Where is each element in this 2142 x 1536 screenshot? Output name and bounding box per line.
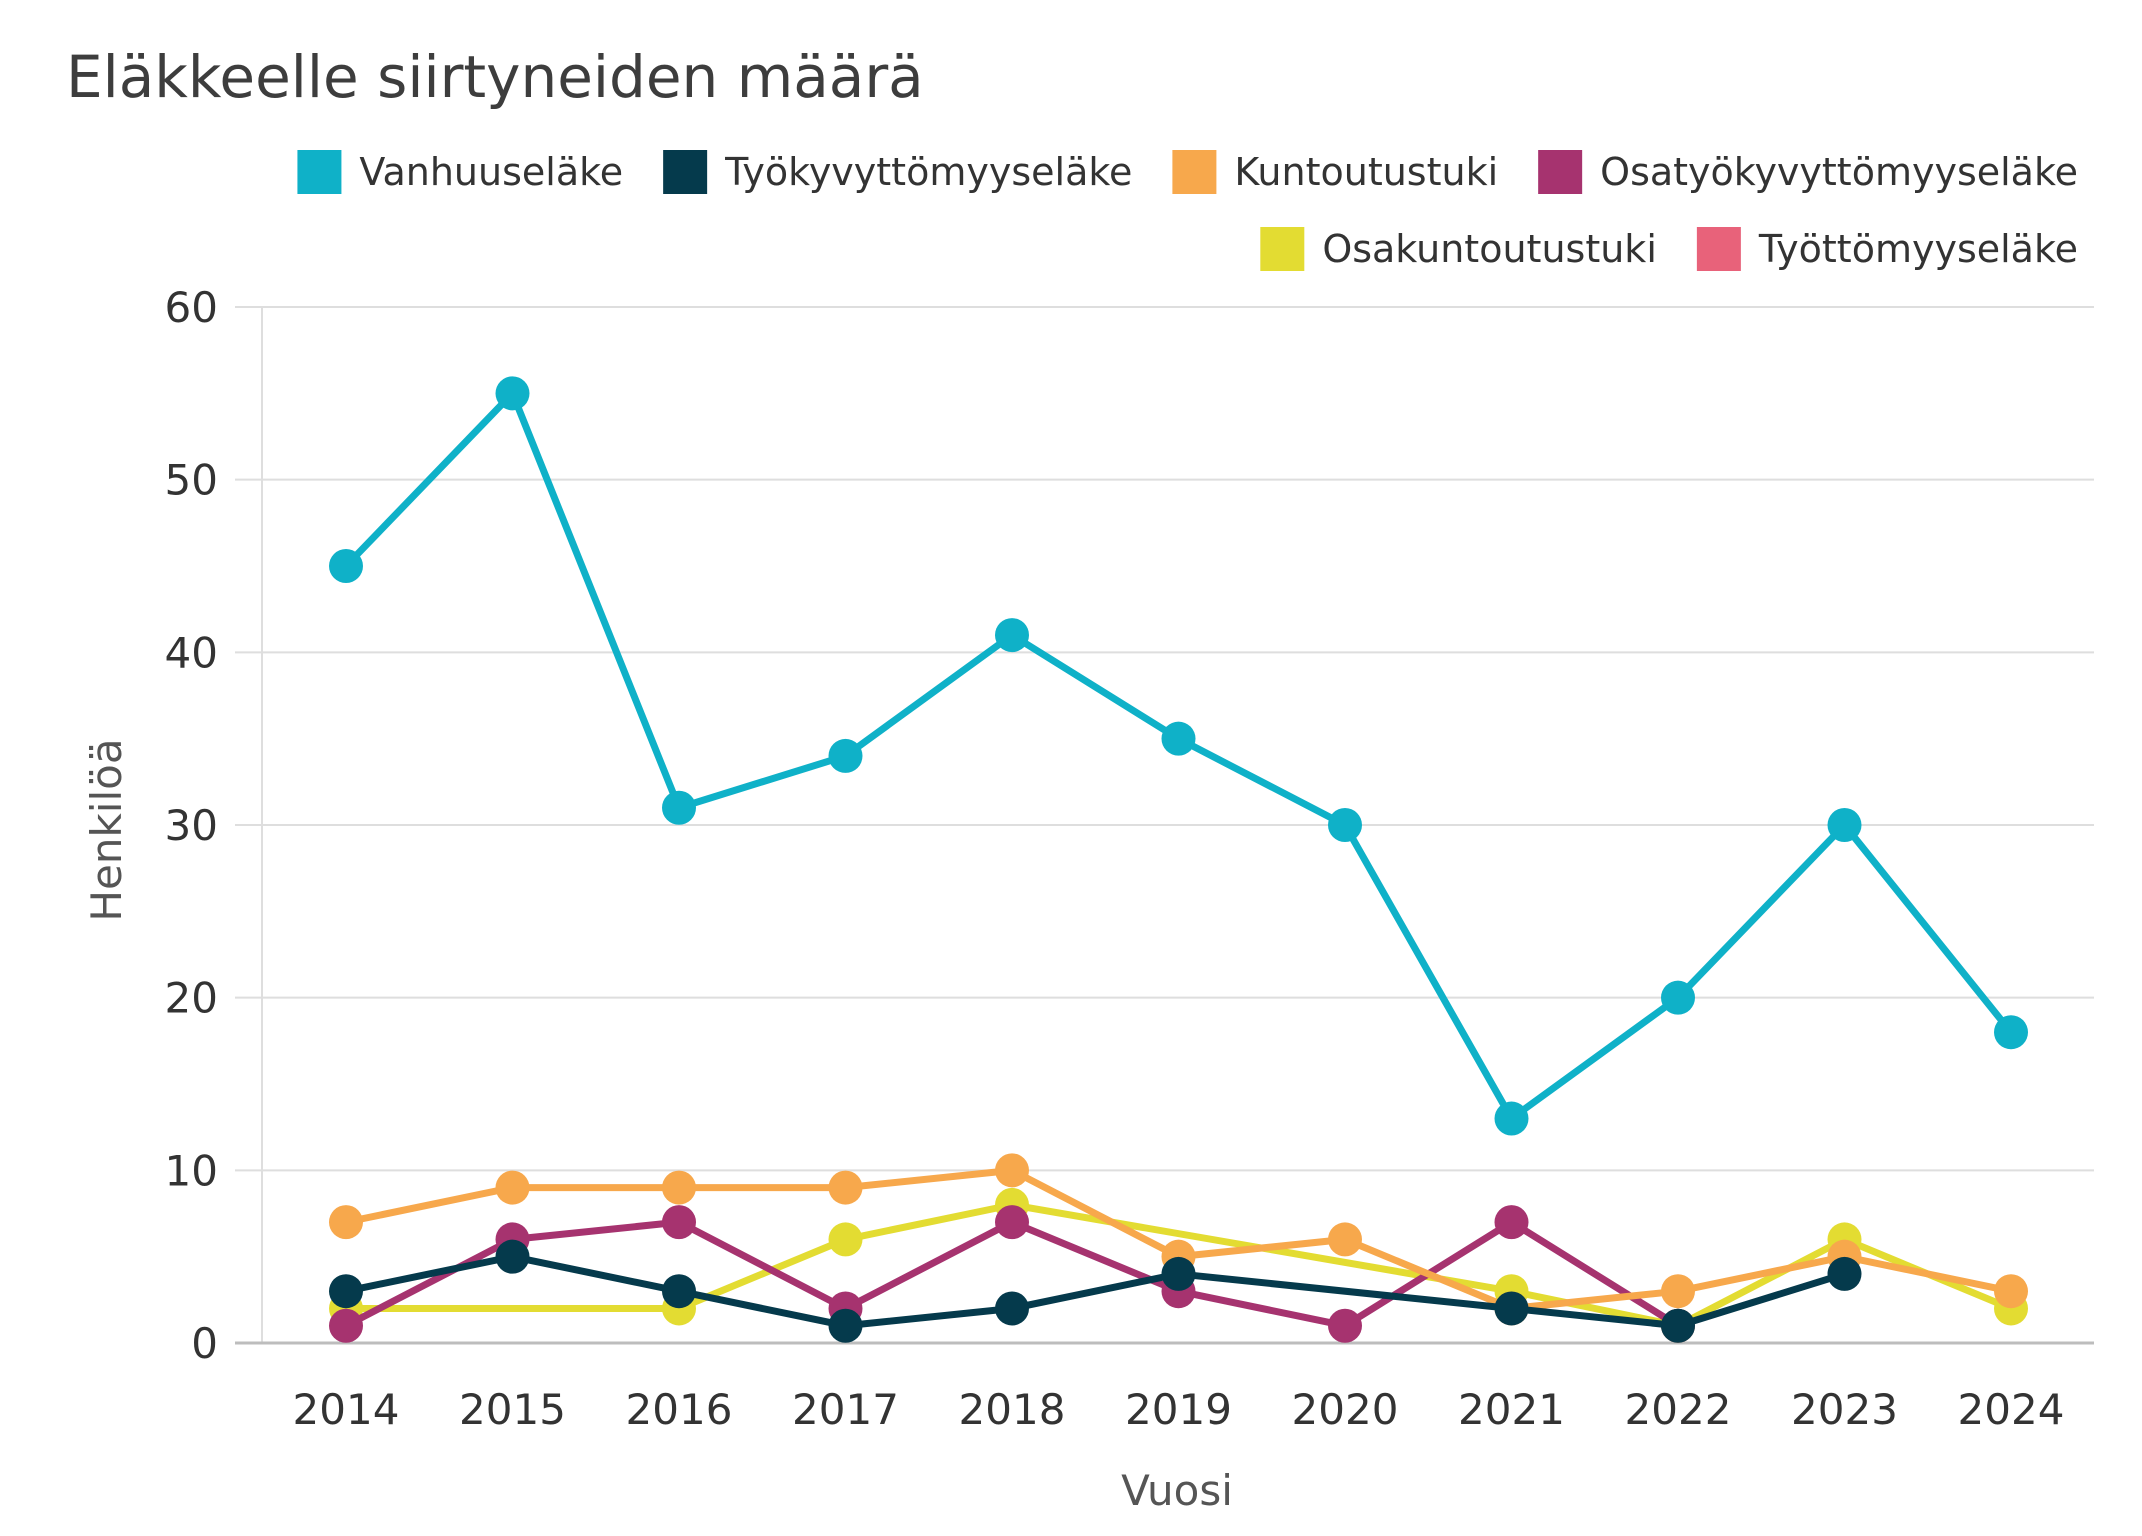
data-point[interactable] bbox=[828, 1308, 863, 1343]
data-point[interactable] bbox=[995, 1153, 1029, 1188]
data-point[interactable] bbox=[495, 376, 530, 411]
data-point[interactable] bbox=[1661, 1274, 1695, 1309]
data-point[interactable] bbox=[995, 618, 1029, 653]
data-point[interactable] bbox=[329, 1308, 363, 1343]
x-axis-title: Vuosi bbox=[1121, 1466, 1233, 1515]
x-tick-label: 2022 bbox=[1625, 1385, 1732, 1434]
data-point[interactable] bbox=[662, 1205, 696, 1240]
legend-swatch bbox=[1696, 227, 1741, 271]
data-point[interactable] bbox=[662, 790, 696, 825]
series-2 bbox=[329, 1153, 2028, 1326]
chart-title: Eläkkeelle siirtyneiden määrä bbox=[66, 43, 924, 111]
legend-swatch bbox=[1172, 150, 1217, 194]
x-tick-label: 2017 bbox=[792, 1385, 899, 1434]
legend-swatch bbox=[1538, 150, 1583, 194]
y-tick-label: 10 bbox=[165, 1146, 218, 1195]
legend-label: Osakuntoutustuki bbox=[1322, 227, 1657, 271]
data-point[interactable] bbox=[1994, 1015, 2028, 1050]
x-tick-label: 2019 bbox=[1125, 1385, 1232, 1434]
data-point[interactable] bbox=[329, 549, 363, 583]
series-1 bbox=[329, 1239, 1862, 1343]
series-line bbox=[342, 389, 2015, 1123]
legend-label: Osatyökyvyttömyyseläke bbox=[1600, 150, 2078, 194]
data-point[interactable] bbox=[1494, 1205, 1529, 1240]
x-tick-label: 2016 bbox=[626, 1385, 733, 1434]
data-point[interactable] bbox=[828, 1170, 863, 1205]
legend-label: Vanhuuseläke bbox=[359, 150, 623, 194]
x-tick-label: 2021 bbox=[1458, 1385, 1565, 1434]
y-axis-ticks: 0 10 20 30 40 50 60 bbox=[165, 283, 218, 1368]
data-point[interactable] bbox=[495, 1239, 530, 1274]
x-tick-label: 2018 bbox=[959, 1385, 1066, 1434]
y-tick-label: 60 bbox=[165, 283, 218, 332]
data-point[interactable] bbox=[662, 1274, 696, 1309]
legend-item[interactable]: Osakuntoutustuki bbox=[1260, 227, 1657, 271]
x-tick-label: 2014 bbox=[293, 1385, 400, 1434]
y-tick-label: 0 bbox=[191, 1319, 218, 1368]
y-axis-title: Henkilöä bbox=[82, 738, 131, 921]
data-point[interactable] bbox=[1661, 1308, 1695, 1343]
data-point[interactable] bbox=[1328, 1308, 1362, 1343]
data-point[interactable] bbox=[995, 1291, 1029, 1326]
data-point[interactable] bbox=[1328, 808, 1362, 842]
y-tick-label: 50 bbox=[165, 456, 218, 505]
y-tick-label: 30 bbox=[165, 801, 218, 850]
data-point[interactable] bbox=[828, 1222, 863, 1257]
series-0 bbox=[329, 376, 2028, 1136]
data-point[interactable] bbox=[662, 1170, 696, 1205]
legend-swatch bbox=[663, 150, 708, 194]
legend-swatch bbox=[1260, 227, 1305, 271]
legend-label: Kuntoutustuki bbox=[1234, 150, 1498, 194]
legend-item[interactable]: Työttömyyseläke bbox=[1696, 227, 2078, 271]
data-point[interactable] bbox=[1161, 1256, 1196, 1291]
x-axis-ticks: 2014 2015 2016 2017 2018 2019 2020 2021 2022 2023… bbox=[293, 1385, 2065, 1434]
data-point[interactable] bbox=[1661, 980, 1695, 1015]
data-point[interactable] bbox=[1161, 721, 1196, 756]
series-layer bbox=[329, 376, 2028, 1343]
data-point[interactable] bbox=[495, 1170, 530, 1205]
x-tick-label: 2023 bbox=[1791, 1385, 1898, 1434]
legend-label: Työkyvyttömyyseläke bbox=[724, 150, 1132, 194]
x-tick-label: 2024 bbox=[1958, 1385, 2065, 1434]
data-point[interactable] bbox=[828, 738, 863, 773]
data-point[interactable] bbox=[1827, 808, 1862, 842]
legend-item[interactable]: Vanhuuseläke bbox=[297, 150, 623, 194]
data-point[interactable] bbox=[1994, 1274, 2028, 1309]
data-point[interactable] bbox=[1827, 1256, 1862, 1291]
data-point[interactable] bbox=[995, 1205, 1029, 1240]
legend-item[interactable]: Työkyvyttömyyseläke bbox=[663, 150, 1132, 194]
data-point[interactable] bbox=[329, 1274, 363, 1309]
data-point[interactable] bbox=[1328, 1222, 1362, 1257]
legend: Vanhuuseläke Työkyvyttömyyseläke Kuntoutus… bbox=[297, 150, 2078, 271]
x-tick-label: 2015 bbox=[459, 1385, 566, 1434]
data-point[interactable] bbox=[329, 1205, 363, 1240]
data-point[interactable] bbox=[1494, 1101, 1529, 1136]
legend-swatch bbox=[297, 150, 342, 194]
legend-item[interactable]: Kuntoutustuki bbox=[1172, 150, 1498, 194]
x-tick-label: 2020 bbox=[1292, 1385, 1399, 1434]
y-tick-label: 20 bbox=[165, 974, 218, 1023]
legend-label: Työttömyyseläke bbox=[1758, 227, 2078, 271]
legend-item[interactable]: Osatyökyvyttömyyseläke bbox=[1538, 150, 2078, 194]
y-tick-label: 40 bbox=[165, 628, 218, 677]
data-point[interactable] bbox=[1494, 1291, 1529, 1326]
